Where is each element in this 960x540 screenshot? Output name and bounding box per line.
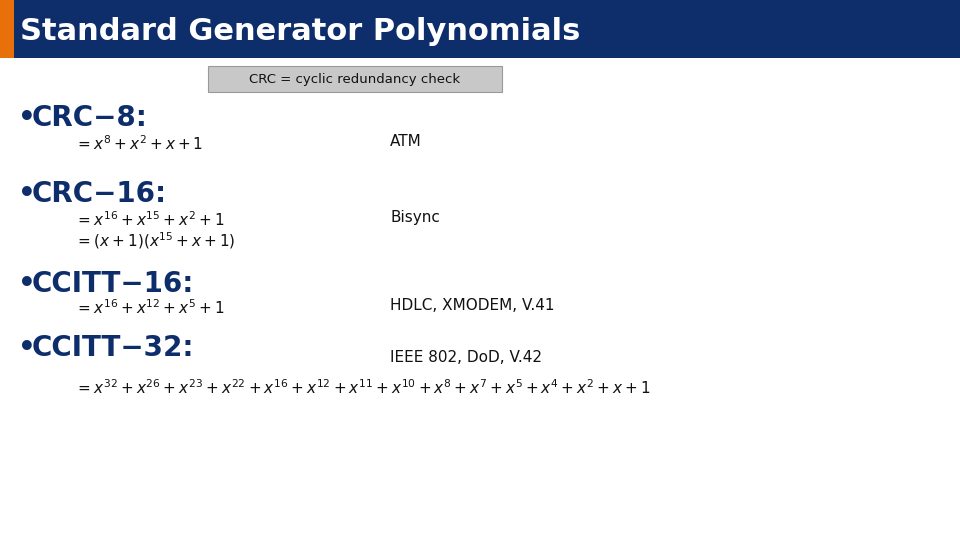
FancyBboxPatch shape bbox=[208, 66, 502, 92]
Text: $= x^{8} + x^{2} + x + 1$: $= x^{8} + x^{2} + x + 1$ bbox=[75, 134, 204, 153]
Text: HDLC, XMODEM, V.41: HDLC, XMODEM, V.41 bbox=[390, 298, 555, 313]
FancyBboxPatch shape bbox=[0, 0, 960, 58]
Text: Standard Generator Polynomials: Standard Generator Polynomials bbox=[20, 17, 581, 45]
Text: $= x^{16} + x^{15} + x^{2} + 1$: $= x^{16} + x^{15} + x^{2} + 1$ bbox=[75, 210, 225, 229]
Text: $= x^{32} + x^{26} + x^{23} + x^{22} + x^{16} + x^{12} + x^{11} + x^{10} + x^{8}: $= x^{32} + x^{26} + x^{23} + x^{22} + x… bbox=[75, 378, 651, 397]
FancyBboxPatch shape bbox=[0, 0, 14, 58]
Text: •: • bbox=[18, 334, 36, 362]
Text: •: • bbox=[18, 180, 36, 208]
Text: IEEE 802, DoD, V.42: IEEE 802, DoD, V.42 bbox=[390, 350, 542, 365]
Text: ATM: ATM bbox=[390, 134, 421, 149]
Text: CRC−16:: CRC−16: bbox=[32, 180, 167, 208]
Text: Bisync: Bisync bbox=[390, 210, 440, 225]
Text: •: • bbox=[18, 270, 36, 298]
Text: CRC−8:: CRC−8: bbox=[32, 104, 148, 132]
Text: $= x^{16} + x^{12} + x^{5} + 1$: $= x^{16} + x^{12} + x^{5} + 1$ bbox=[75, 298, 225, 316]
Text: $= (x + 1)(x^{15} + x + 1)$: $= (x + 1)(x^{15} + x + 1)$ bbox=[75, 230, 235, 251]
Text: CRC = cyclic redundancy check: CRC = cyclic redundancy check bbox=[250, 72, 461, 85]
Text: •: • bbox=[18, 104, 36, 132]
Text: CCITT−16:: CCITT−16: bbox=[32, 270, 194, 298]
Text: CCITT−32:: CCITT−32: bbox=[32, 334, 195, 362]
